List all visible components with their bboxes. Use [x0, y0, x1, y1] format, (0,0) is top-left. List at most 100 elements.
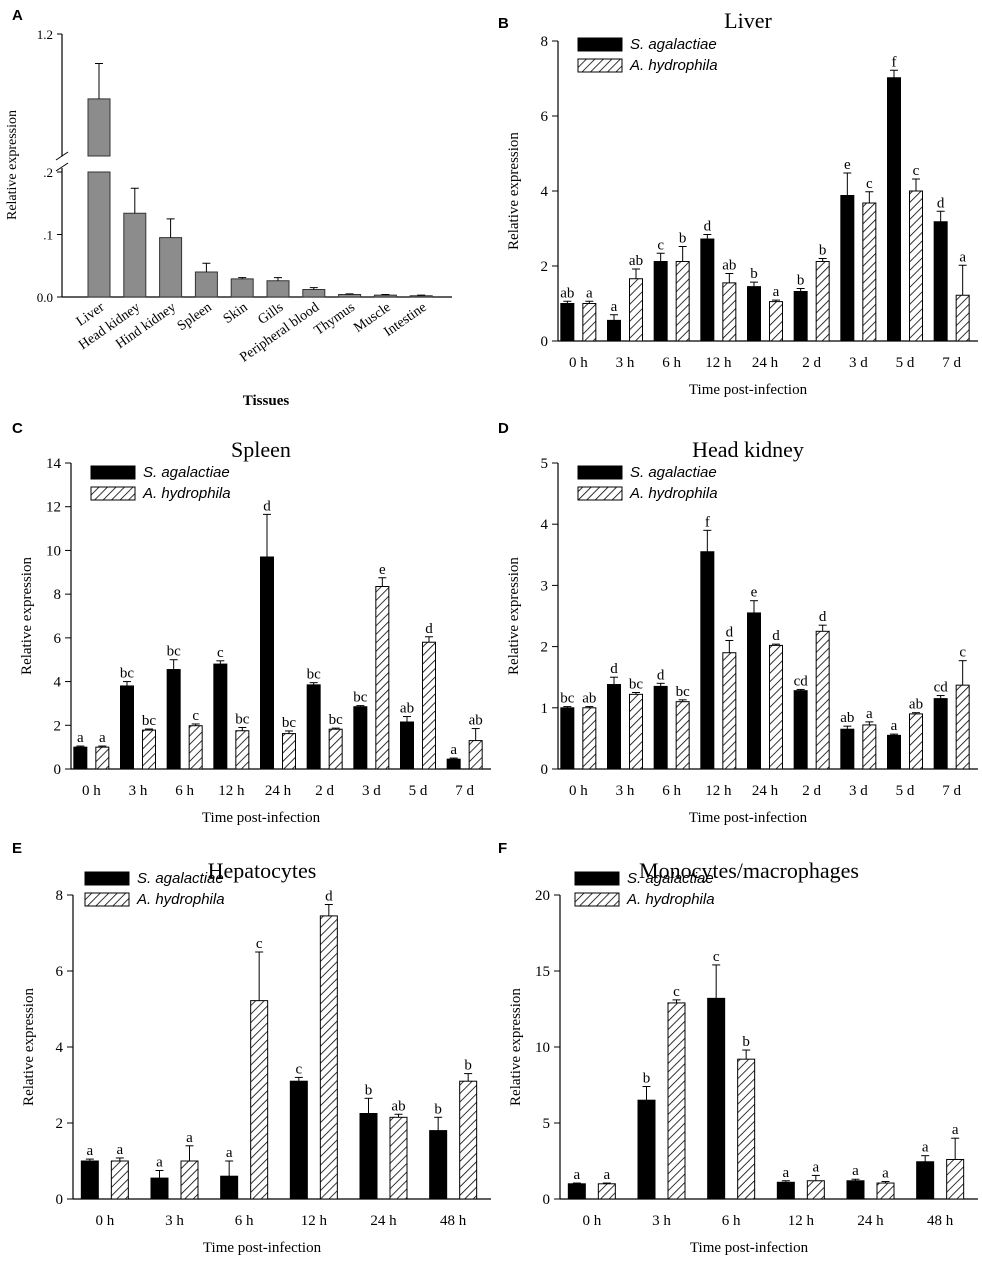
legend-swatch [90, 465, 136, 480]
significance-letter: ab [400, 701, 414, 717]
bar-a-hydrophila [282, 733, 296, 770]
bar-s-agalactiae [933, 221, 948, 342]
y-tick-label: 2 [54, 718, 62, 734]
bar-a-hydrophila [862, 724, 877, 770]
bar-s-agalactiae [700, 551, 715, 770]
legend-label: S. agalactiae [143, 464, 230, 481]
y-tick-label: 0 [543, 1192, 551, 1208]
x-axis-label: Time post-infection [203, 1240, 322, 1256]
significance-letter: bc [307, 667, 322, 683]
x-tick-label: 6 h [662, 783, 681, 799]
significance-letter: b [797, 273, 805, 289]
bar-s-agalactiae [916, 1161, 935, 1200]
x-tick-label: 5 d [896, 355, 915, 371]
legend-swatch [84, 871, 130, 886]
legend-swatch [577, 465, 623, 480]
bar-a-hydrophila [180, 1160, 199, 1200]
significance-letter: c [256, 936, 263, 952]
significance-letter: e [844, 157, 851, 173]
x-tick-label: 24 h [752, 355, 779, 371]
y-axis-label: Relative expression [21, 988, 37, 1106]
panel-c: C Spleen 0 2 4 6 8 10 12 14 Relative expression Tim… [12, 420, 491, 826]
panel-d: D Head kidney 0 1 2 3 4 5 Relative expression Tim… [498, 420, 978, 826]
x-tick-label: 24 h [265, 783, 292, 799]
x-tick-label: 7 d [942, 783, 961, 799]
significance-letter: bc [676, 684, 691, 700]
significance-letter: e [379, 562, 386, 578]
bar-s-agalactiae [359, 1113, 378, 1200]
bar-s-agalactiae [933, 698, 948, 770]
x-tick-label: 12 h [788, 1213, 815, 1229]
y-tick-label: 10 [535, 1040, 550, 1056]
y-tick-label: 6 [541, 109, 549, 125]
x-tick-label: 7 d [455, 783, 474, 799]
significance-letter: e [751, 585, 758, 601]
bar-s-agalactiae [120, 685, 134, 770]
axis-break-mark [55, 151, 69, 161]
bar-s-agalactiae [567, 1183, 586, 1200]
chart-title: Monocytes/macrophages [639, 858, 859, 883]
bar-s-agalactiae [653, 261, 668, 342]
x-axis-label: Tissues [243, 393, 290, 409]
bar-a-hydrophila [722, 282, 737, 342]
bar-a-hydrophila [142, 729, 156, 770]
bar-a-hydrophila [946, 1158, 965, 1200]
significance-letter: ab [560, 285, 574, 301]
bar-s-agalactiae [793, 291, 808, 342]
bar-a-hydrophila [667, 1002, 686, 1200]
significance-letter: c [959, 645, 966, 661]
bar-s-agalactiae [429, 1130, 448, 1200]
legend-label: S. agalactiae [137, 870, 224, 887]
x-tick-label: 3 h [652, 1213, 671, 1229]
y-tick-label: 2 [541, 640, 549, 656]
panel-letter: E [12, 840, 22, 857]
significance-letter: a [586, 285, 593, 301]
bar-a-hydrophila [862, 202, 877, 342]
significance-letter: bc [167, 644, 182, 660]
x-tick-label: 3 h [616, 355, 635, 371]
bar-s-agalactiae [653, 685, 668, 770]
legend-swatch [574, 892, 620, 907]
bar-tissue [87, 171, 111, 298]
bar-a-hydrophila [722, 652, 737, 770]
significance-letter: a [922, 1140, 929, 1156]
bar-a-hydrophila [188, 725, 203, 770]
y-tick-label: 4 [54, 675, 62, 691]
significance-letter: b [750, 266, 758, 282]
x-tick-label: 2 d [802, 783, 821, 799]
chart-title: Liver [724, 8, 772, 33]
y-axis-label: Relative expression [506, 557, 522, 675]
x-tick-label: 6 h [175, 783, 194, 799]
legend-label: A. hydrophila [142, 485, 231, 502]
significance-letter: a [882, 1166, 889, 1182]
bar-s-agalactiae [220, 1175, 239, 1200]
bar-a-hydrophila [375, 585, 390, 770]
significance-letter: d [819, 609, 827, 625]
legend-label: A. hydrophila [136, 891, 225, 908]
bar-a-hydrophila [582, 303, 597, 342]
y-axis-label: Relative expression [508, 988, 524, 1106]
bar-s-agalactiae [840, 728, 855, 770]
bar-s-agalactiae [887, 77, 901, 342]
bar-a-hydrophila [468, 740, 483, 770]
significance-letter: bc [560, 691, 575, 707]
significance-letter: d [937, 195, 945, 211]
significance-letter: d [425, 621, 433, 637]
bar-a-hydrophila [675, 701, 690, 770]
significance-letter: a [852, 1163, 859, 1179]
bar-s-agalactiae [560, 303, 575, 342]
bar-s-agalactiae [213, 663, 228, 770]
legend-swatch [90, 486, 136, 501]
bar-s-agalactiae [607, 684, 621, 770]
x-tick-label: 24 h [857, 1213, 884, 1229]
bar-s-agalactiae [700, 238, 715, 342]
bar-a-hydrophila [235, 730, 250, 770]
y-axis-label: Relative expression [5, 110, 20, 220]
panel-letter: F [498, 840, 507, 857]
significance-letter: bc [629, 677, 644, 693]
x-tick-label: 24 h [370, 1213, 397, 1229]
chart-title: Hepatocytes [208, 858, 317, 883]
bar-s-agalactiae [707, 997, 726, 1200]
